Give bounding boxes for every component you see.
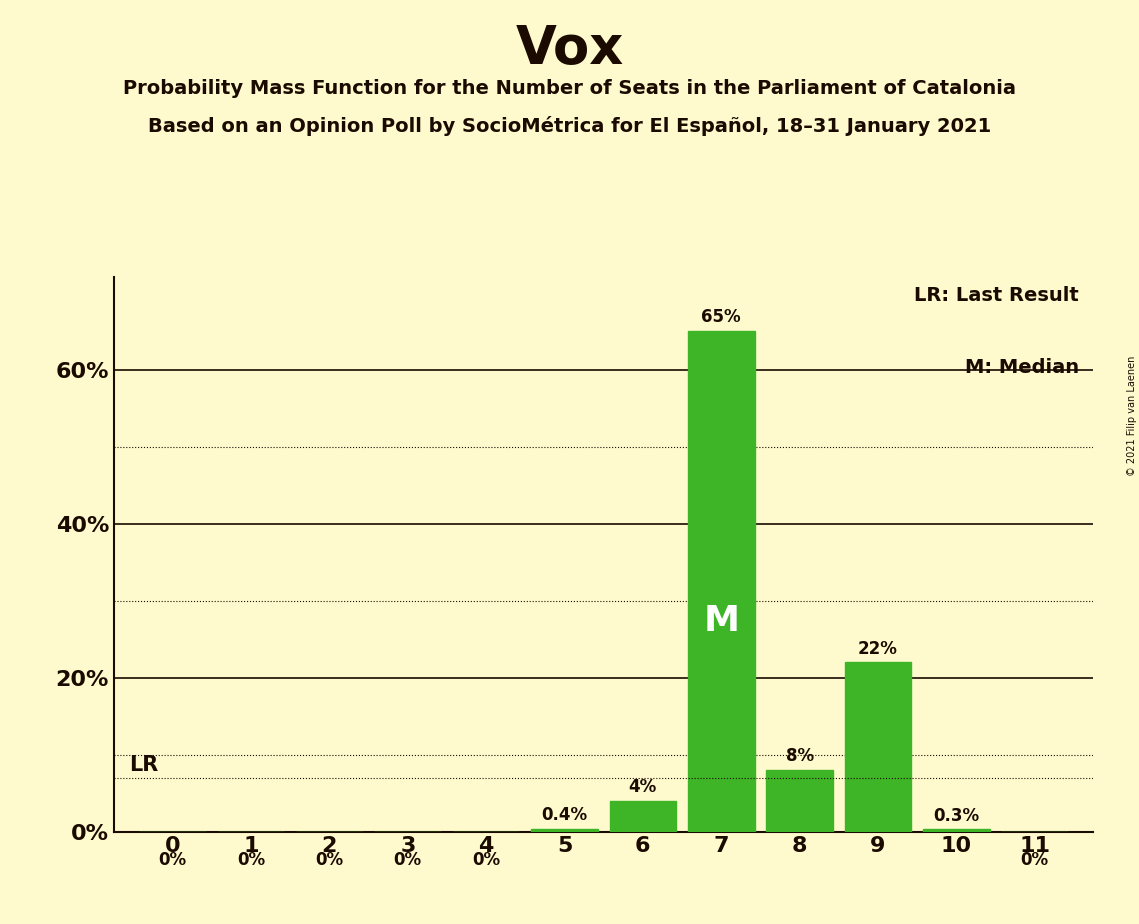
- Text: 0%: 0%: [394, 851, 421, 869]
- Text: 0.3%: 0.3%: [933, 807, 980, 824]
- Text: M: M: [703, 604, 739, 638]
- Bar: [845, 663, 911, 832]
- Text: Vox: Vox: [515, 23, 624, 75]
- Text: LR: LR: [130, 756, 158, 775]
- Text: © 2021 Filip van Laenen: © 2021 Filip van Laenen: [1126, 356, 1137, 476]
- Bar: [767, 770, 833, 832]
- Text: 0%: 0%: [1021, 851, 1049, 869]
- Text: 0%: 0%: [158, 851, 187, 869]
- Text: 8%: 8%: [786, 748, 813, 765]
- Text: Probability Mass Function for the Number of Seats in the Parliament of Catalonia: Probability Mass Function for the Number…: [123, 79, 1016, 98]
- Text: LR: Last Result: LR: Last Result: [913, 286, 1079, 305]
- Text: 0.4%: 0.4%: [541, 806, 588, 824]
- Text: 0%: 0%: [316, 851, 344, 869]
- Text: 22%: 22%: [858, 639, 898, 658]
- Text: M: Median: M: Median: [965, 358, 1079, 377]
- Text: Based on an Opinion Poll by SocioMétrica for El Español, 18–31 January 2021: Based on an Opinion Poll by SocioMétrica…: [148, 116, 991, 136]
- Text: 0%: 0%: [237, 851, 265, 869]
- Text: 0%: 0%: [472, 851, 500, 869]
- Bar: [923, 830, 990, 832]
- Text: 65%: 65%: [702, 309, 741, 326]
- Bar: [609, 801, 677, 832]
- Bar: [688, 331, 754, 832]
- Text: 4%: 4%: [629, 778, 657, 796]
- Bar: [531, 829, 598, 832]
